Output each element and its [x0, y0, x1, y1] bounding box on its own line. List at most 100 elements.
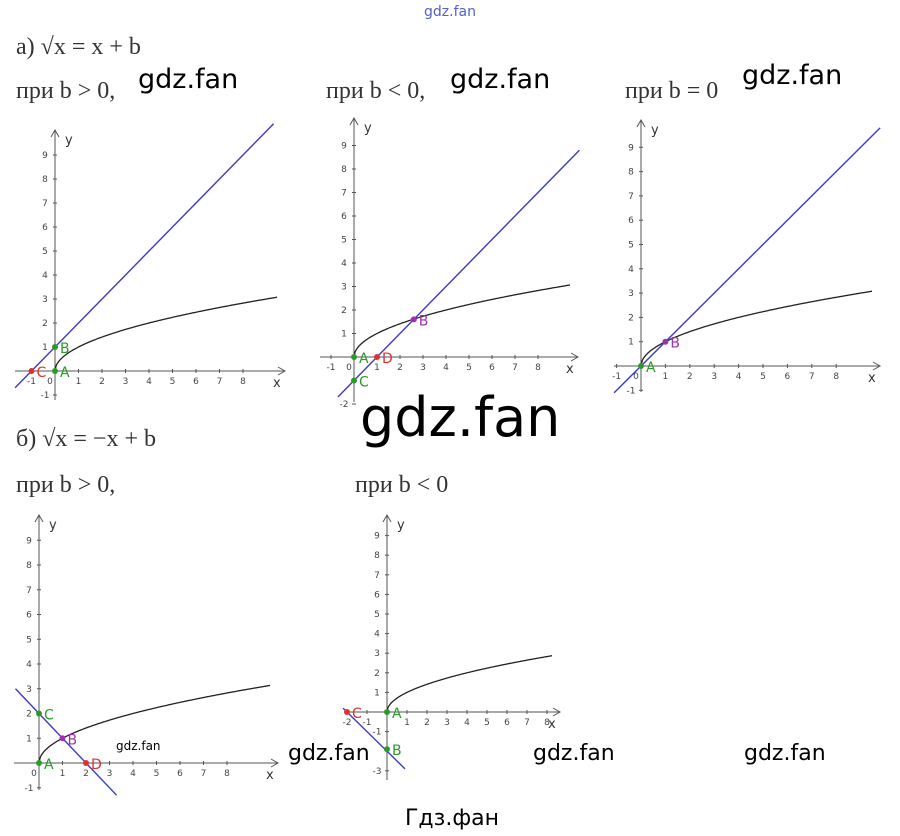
line-graph: [342, 707, 406, 770]
arrow: [34, 513, 44, 523]
x-tick-label: 1: [404, 718, 410, 728]
y-tick-label: 1: [42, 343, 48, 353]
y-tick-label: 3: [26, 685, 32, 695]
caption: при b > 0,: [16, 472, 115, 498]
y-tick-label: 1: [374, 688, 380, 698]
x-tick-label: 1: [76, 377, 82, 387]
point-label: A: [392, 706, 402, 722]
y-tick-label: -1: [627, 386, 636, 396]
x-tick-label: 3: [420, 363, 426, 373]
y-tick-label: 4: [374, 630, 380, 640]
point-label: A: [44, 757, 54, 773]
y-tick-label: 7: [374, 571, 380, 581]
x-tick-label: 7: [201, 769, 207, 779]
x-tick-label: 8: [833, 372, 839, 382]
y-tick-label: 8: [42, 175, 48, 185]
point: [351, 354, 357, 360]
line-graph: [613, 127, 881, 394]
point: [384, 746, 390, 753]
point: [344, 709, 350, 715]
x-tick-label: 5: [466, 363, 472, 373]
x-tick-label: 1: [60, 769, 66, 779]
y-tick-label: 8: [341, 165, 347, 175]
y-tick-label: 3: [374, 649, 380, 659]
y-tick-label: 7: [26, 586, 32, 596]
line-graph: [14, 123, 275, 389]
y-tick-label: 9: [374, 532, 380, 542]
x-tick-label: 6: [193, 377, 199, 387]
watermark: gdz.fan: [360, 386, 560, 449]
x-axis-label: x: [868, 371, 876, 386]
y-tick-label: 7: [42, 199, 48, 209]
point: [374, 354, 380, 360]
watermark: gdz.fan: [116, 739, 161, 753]
x-tick-label: 2: [397, 363, 403, 373]
point: [351, 377, 357, 384]
caption: при b < 0: [355, 472, 448, 498]
x-tick-label: 2: [83, 769, 89, 779]
watermark: gdz.fan: [288, 741, 370, 766]
y-tick-label: -3: [373, 767, 382, 777]
x-tick-label: 5: [760, 372, 766, 382]
arrow: [872, 361, 882, 371]
x-axis-label: x: [566, 362, 574, 377]
x-tick-label: 6: [489, 363, 495, 373]
sqrt-curve: [38, 684, 271, 764]
x-tick-label: 4: [146, 377, 152, 387]
point-label: C: [352, 706, 362, 722]
point: [59, 735, 66, 742]
watermark: gdz.fan: [138, 64, 238, 95]
x-tick-label: 0: [633, 372, 639, 382]
y-tick-label: 5: [42, 247, 48, 257]
arrow: [270, 758, 280, 768]
x-tick-label: 3: [444, 718, 450, 728]
arrow: [636, 118, 646, 128]
caption: при b = 0: [625, 78, 718, 104]
x-tick-label: 2: [424, 718, 430, 728]
x-tick-label: 7: [809, 372, 815, 382]
y-tick-label: 3: [341, 283, 347, 293]
x-tick-label: 8: [544, 718, 550, 728]
point-label: B: [68, 732, 78, 748]
watermark: gdz.fan: [450, 64, 550, 95]
x-tick-label: 0: [31, 769, 37, 779]
arrow: [570, 352, 580, 362]
x-tick-label: 8: [535, 363, 541, 373]
y-tick-label: 8: [374, 551, 380, 561]
y-axis-label: y: [364, 121, 372, 136]
watermark: gdz.fan: [533, 741, 615, 766]
y-tick-label: 1: [341, 330, 347, 340]
y-tick-label: 2: [374, 669, 380, 679]
x-tick-label: 1: [374, 363, 380, 373]
y-tick-label: 6: [374, 590, 380, 600]
y-tick-label: 9: [26, 536, 32, 546]
y-tick-label: -1: [25, 784, 34, 794]
y-tick-label: 2: [26, 710, 32, 720]
point: [662, 338, 669, 345]
point-label: A: [359, 351, 369, 367]
caption: при b > 0,: [16, 78, 115, 104]
y-tick-label: 7: [341, 189, 347, 199]
sqrt-curve: [353, 284, 571, 358]
x-tick-label: 0: [47, 377, 53, 387]
y-tick-label: 5: [341, 236, 347, 246]
y-tick-label: 6: [26, 611, 32, 621]
arrow: [382, 513, 392, 523]
x-tick-label: 3: [711, 372, 717, 382]
y-tick-label: -2: [340, 400, 349, 410]
caption: при b < 0,: [326, 78, 425, 104]
x-axis-label: x: [266, 768, 274, 783]
point: [52, 368, 58, 374]
point-label: B: [392, 743, 402, 759]
y-tick-label: 4: [26, 660, 32, 670]
point: [638, 363, 644, 369]
x-tick-label: -1: [612, 372, 621, 382]
y-axis-label: y: [49, 518, 57, 533]
sqrt-curve: [640, 290, 873, 367]
y-tick-label: 5: [26, 635, 32, 645]
x-tick-label: 6: [785, 372, 791, 382]
y-tick-label: 2: [42, 319, 48, 329]
y-tick-label: -1: [373, 728, 382, 738]
y-tick-label: 1: [628, 338, 634, 348]
arrow: [50, 128, 60, 138]
